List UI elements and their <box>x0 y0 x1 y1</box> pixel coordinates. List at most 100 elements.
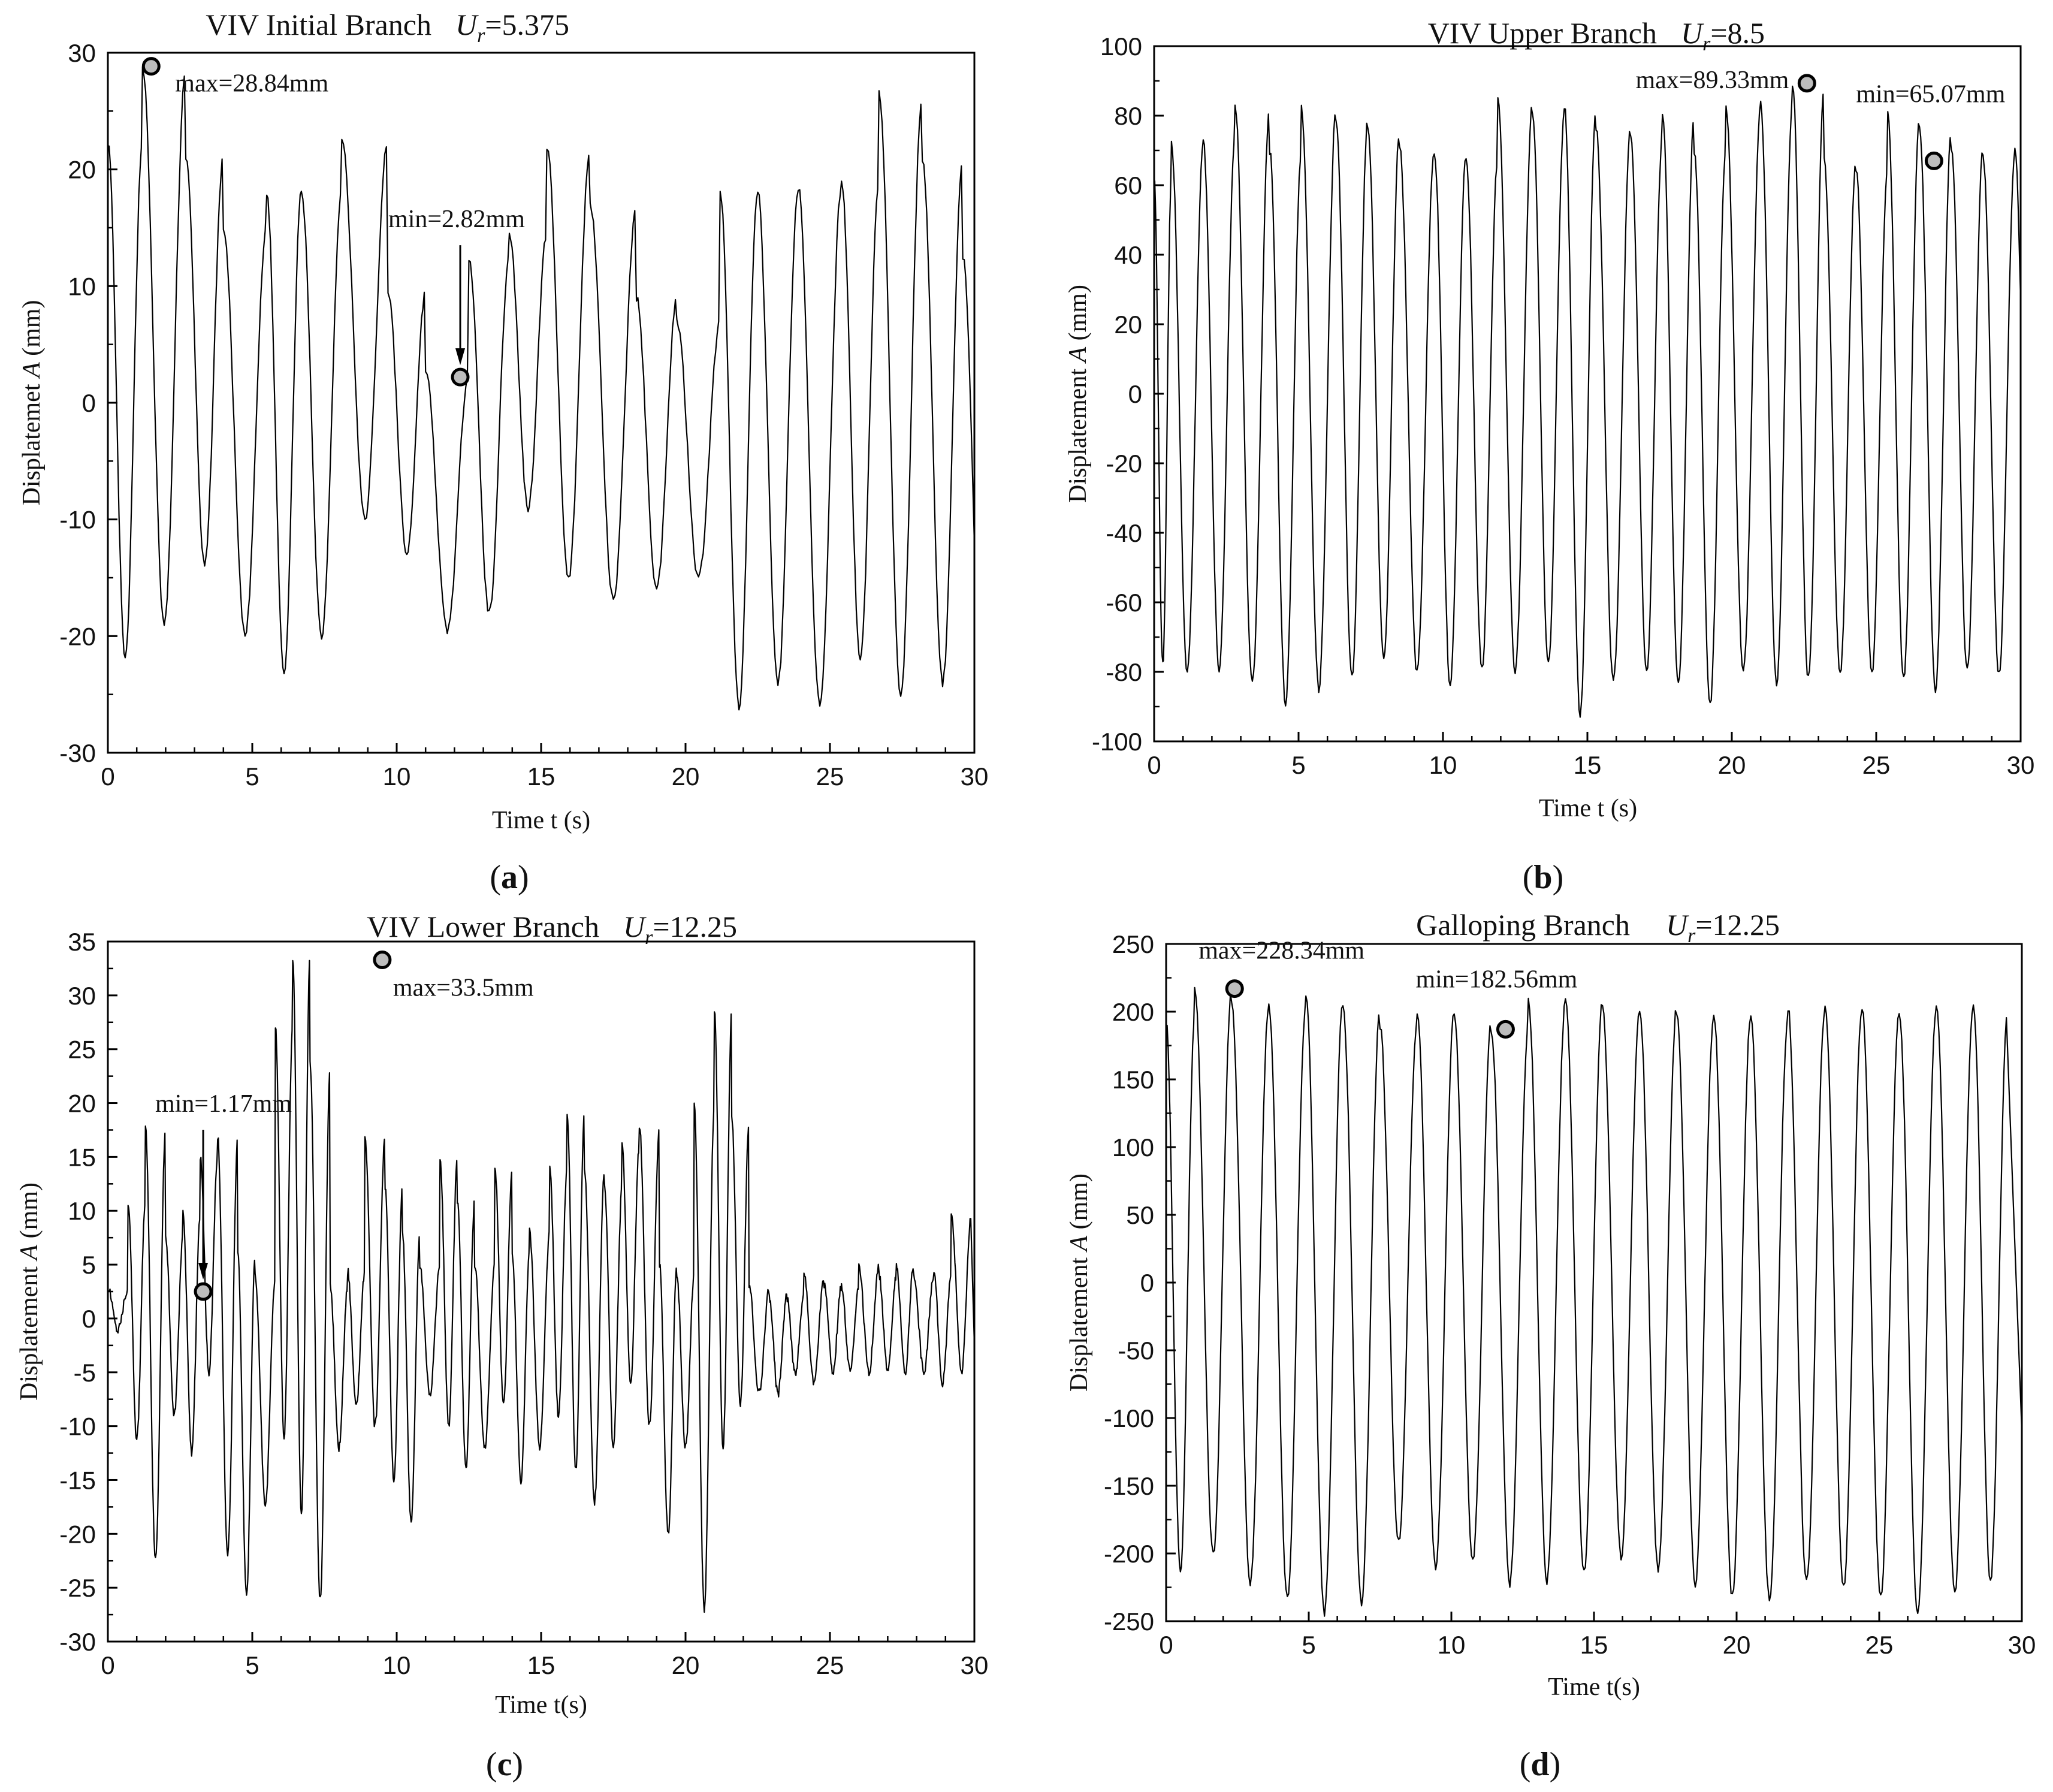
panel-d-title-param: Ur=12.25 <box>1666 908 1780 947</box>
panel-b-ylabel-prefix: Displatement <box>1064 363 1092 503</box>
panel-a-ytick-label: -10 <box>59 506 96 534</box>
panel-c-title-param: Ur=12.25 <box>623 910 737 949</box>
panel-d: Galloping Branch Ur=12.25 -250 -200 -150 -1… <box>1065 908 2036 1783</box>
panel-a-title-text: VIV Initial Branch <box>206 8 431 41</box>
panel-c-title-text: VIV Lower Branch <box>367 910 599 943</box>
panel-b-title: VIV Upper Branch <box>1428 16 1657 50</box>
panel-c-ytick-label: 30 <box>68 982 96 1010</box>
panel-b-xtick-label: 30 <box>2007 751 2035 779</box>
panel-a-caption-close: ) <box>518 859 529 896</box>
panel-d-axes-frame <box>1165 943 2023 1622</box>
panel-a-xtick-label: 0 <box>101 762 114 791</box>
panel-c-max-label: max=33.5mm <box>393 975 534 1002</box>
panel-d-series-line <box>1166 986 2023 1617</box>
panel-d-max-label: max=228.34mm <box>1198 937 1364 965</box>
panel-c-max-marker <box>373 951 392 970</box>
panel-d-y-ticks: -250 -200 -150 -100 -50 0 50 100 150 200 250 <box>1104 930 1176 1636</box>
panel-b-ytick-label: 80 <box>1114 102 1142 130</box>
panel-b-ylabel: Displatement A (mm) <box>1064 285 1092 503</box>
panel-d-markers: max=228.34mm min=182.56mm <box>1198 937 1578 1039</box>
panel-c-min-label: min=1.17mm <box>155 1090 292 1118</box>
panel-c-series-line <box>107 960 976 1613</box>
panel-d-title: Galloping Branch <box>1416 908 1630 942</box>
panel-d-xtick-label: 30 <box>2008 1631 2036 1659</box>
panel-b-title-param: Ur=8.5 <box>1681 16 1765 55</box>
panel-c: VIV Lower Branch Ur=12.25 -30 -25 -20 -15 -1… <box>16 910 988 1783</box>
panel-d-xtick-label: 25 <box>1865 1631 1894 1659</box>
panel-d-max-marker <box>1225 979 1244 998</box>
panel-c-ytick-label: -25 <box>59 1574 96 1602</box>
panel-d-ylabel: Displatement A (mm) <box>1065 1173 1093 1392</box>
panel-a-ylabel: Displatemet A (mm) <box>18 300 46 506</box>
panel-c-ytick-label: 35 <box>68 928 96 956</box>
panel-a-min-label: min=2.82mm <box>388 206 525 233</box>
panel-d-x-ticks: 0 5 10 15 20 25 30 <box>1159 1612 2036 1659</box>
panel-b: VIV Upper Branch Ur=8.5 -100 -80 -60 -40 -20… <box>1064 16 2034 896</box>
panel-c-y-ticks: -30 -25 -20 -15 -10 -5 0 5 10 15 20 25 30 35 <box>59 928 117 1656</box>
panel-b-ytick-label: -20 <box>1106 449 1142 478</box>
panel-d-param-subscript: r <box>1687 925 1696 947</box>
panel-b-min-label: min=65.07mm <box>1856 80 2005 108</box>
panel-d-ytick-label: 150 <box>1112 1066 1154 1094</box>
panel-b-ytick-label: 40 <box>1114 241 1142 269</box>
panel-a-xtick-label: 25 <box>816 762 844 791</box>
panel-a-markers: max=28.84mm min=2.82mm <box>141 57 525 387</box>
panel-a-xtick-label: 5 <box>245 762 259 791</box>
panel-a-title: VIV Initial Branch <box>206 8 431 41</box>
panel-d-xtick-label: 15 <box>1580 1631 1608 1659</box>
panel-b-max-label: max=89.33mm <box>1635 67 1789 94</box>
panel-b-ytick-label: 20 <box>1114 310 1142 339</box>
panel-c-xlabel: Time t(s) <box>495 1691 587 1719</box>
panel-b-xtick-label: 0 <box>1147 751 1161 779</box>
panel-a-ytick-label: -20 <box>59 622 96 650</box>
panel-d-title-text: Galloping Branch <box>1416 908 1630 942</box>
panel-b-xtick-label: 10 <box>1429 751 1457 779</box>
panel-d-ylabel-symbol: A <box>1065 1236 1093 1253</box>
panel-a-param-symbol: U <box>455 8 479 41</box>
panel-b-ytick-label: 100 <box>1100 32 1142 61</box>
panel-a-xtick-label: 20 <box>672 762 700 791</box>
panel-c-min-arrow-head <box>198 1263 209 1280</box>
panel-b-title-text: VIV Upper Branch <box>1428 16 1657 50</box>
panel-a-title-param: Ur=5.375 <box>455 8 569 47</box>
panel-d-ylabel-unit: (mm) <box>1065 1173 1093 1236</box>
panel-c-ytick-label: 15 <box>68 1143 96 1171</box>
panel-a-ylabel-symbol: A <box>18 362 46 379</box>
panel-b-param-subscript: r <box>1702 33 1711 55</box>
panel-a-xtick-label: 15 <box>527 762 555 791</box>
panel-a-ytick-label: -30 <box>59 739 96 767</box>
panel-b-ytick-label: 0 <box>1128 380 1142 408</box>
panel-a-axes-frame <box>107 52 976 754</box>
panel-a-ylabel-unit: (mm) <box>18 300 46 363</box>
panel-b-caption: (b) <box>1523 859 1563 896</box>
panel-d-xtick-label: 5 <box>1302 1631 1315 1659</box>
panel-b-param-value: =8.5 <box>1710 16 1765 50</box>
panel-c-title: VIV Lower Branch <box>367 910 599 943</box>
panel-b-ytick-label: -60 <box>1106 589 1142 617</box>
panel-c-ylabel-prefix: Displatement <box>16 1260 43 1401</box>
panel-c-ylabel: Displatement A (mm) <box>16 1182 43 1401</box>
panel-d-ytick-label: 100 <box>1112 1133 1154 1162</box>
panel-a-max-label: max=28.84mm <box>175 70 328 98</box>
panel-b-markers: max=89.33mm min=65.07mm <box>1635 67 2006 170</box>
panel-c-param-subscript: r <box>645 927 653 949</box>
panel-d-ytick-label: -50 <box>1118 1337 1154 1365</box>
panel-b-ytick-label: 60 <box>1114 171 1142 200</box>
panel-d-ytick-label: -250 <box>1104 1607 1154 1636</box>
panel-c-xtick-label: 5 <box>245 1651 259 1679</box>
panel-b-ytick-label: -100 <box>1092 728 1142 756</box>
panel-c-ytick-label: 0 <box>82 1305 96 1333</box>
panel-b-xtick-label: 25 <box>1862 751 1891 779</box>
panel-d-param-value: =12.25 <box>1695 908 1780 942</box>
panel-b-ylabel-symbol: A <box>1064 347 1092 364</box>
panel-c-xtick-label: 15 <box>527 1651 555 1679</box>
panel-d-ytick-label: 50 <box>1126 1201 1154 1229</box>
panel-d-caption: (d) <box>1520 1746 1560 1783</box>
panel-b-xtick-label: 15 <box>1574 751 1602 779</box>
panel-c-xtick-label: 20 <box>672 1651 700 1679</box>
panel-c-ytick-label: 25 <box>68 1036 96 1064</box>
panel-c-xtick-label: 30 <box>961 1651 989 1679</box>
panel-a-series-line <box>107 66 976 711</box>
panel-d-xtick-label: 20 <box>1723 1631 1751 1659</box>
